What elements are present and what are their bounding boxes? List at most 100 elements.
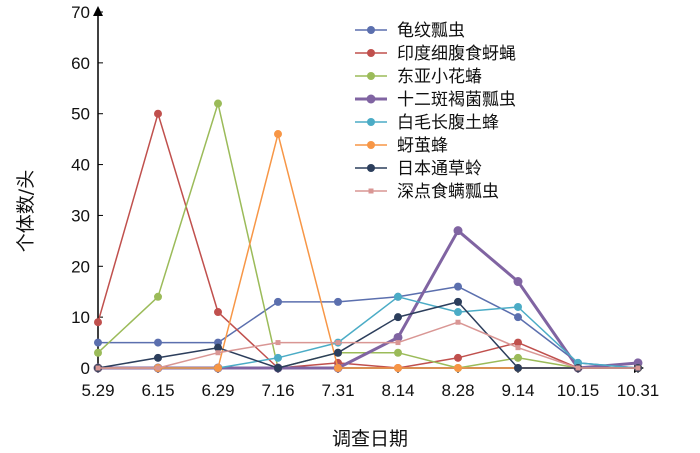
- data-point: [514, 364, 522, 372]
- legend-marker: [367, 72, 375, 80]
- y-axis-title: 个体数/头: [15, 170, 37, 252]
- legend-item: 龟纹瓢虫: [355, 21, 465, 41]
- y-tick-label: 40: [71, 156, 90, 175]
- data-point: [514, 302, 522, 311]
- legend-item: 白毛长腹土蜂: [355, 113, 499, 133]
- legend-label: 蚜茧蜂: [397, 136, 448, 156]
- x-tick-label: 10.31: [617, 381, 660, 400]
- legend-marker: [368, 188, 374, 194]
- data-point: [215, 350, 221, 356]
- data-point: [274, 353, 282, 362]
- legend-label: 龟纹瓢虫: [397, 21, 465, 41]
- x-tick-label: 8.28: [441, 381, 474, 400]
- y-tick-label: 60: [71, 54, 90, 73]
- data-point: [155, 365, 161, 371]
- legend-item: 东亚小花蝽: [355, 67, 482, 87]
- data-point: [635, 365, 641, 371]
- data-point: [454, 353, 462, 362]
- data-point: [394, 348, 402, 357]
- y-axis-arrow-icon: [93, 6, 103, 16]
- data-point: [275, 340, 281, 346]
- data-point: [394, 292, 402, 301]
- series-2: [94, 109, 642, 372]
- data-point: [454, 364, 462, 372]
- y-tick-label: 70: [71, 3, 90, 22]
- axes: 0 10 20 30 40 50 60 70 5.29 6.15 6.29 7.16 7.31 8.14 8…: [71, 3, 659, 400]
- legend-marker: [367, 49, 375, 57]
- data-point: [394, 313, 402, 322]
- x-axis-title: 调查日期: [332, 428, 408, 450]
- data-point: [575, 365, 581, 371]
- legend-label: 深点食螨瓢虫: [397, 182, 499, 202]
- y-tick-label: 0: [81, 359, 90, 378]
- legend-marker: [367, 26, 375, 34]
- y-tick-label: 10: [71, 308, 90, 327]
- legend-item: 深点食螨瓢虫: [355, 182, 499, 202]
- series-line: [98, 321, 638, 369]
- data-point: [214, 308, 222, 317]
- data-point: [154, 109, 162, 118]
- series-line: [97, 301, 638, 369]
- data-point: [274, 130, 282, 139]
- plot-area: [93, 99, 643, 373]
- y-tick-label: 50: [71, 105, 90, 124]
- data-point: [394, 364, 402, 372]
- data-point: [274, 364, 282, 372]
- data-point: [513, 277, 523, 287]
- series-line: [98, 285, 639, 369]
- data-point: [274, 297, 282, 306]
- legend-item: 印度细腹食蚜蝇: [355, 44, 516, 64]
- legend-label: 印度细腹食蚜蝇: [397, 44, 516, 64]
- data-point: [335, 340, 341, 346]
- legend-marker: [366, 94, 376, 104]
- data-point: [94, 318, 102, 327]
- legend-item: 十二斑褐菌瓢虫: [355, 90, 516, 110]
- x-tick-label: 9.14: [501, 381, 534, 400]
- legend-marker: [367, 118, 375, 126]
- data-point: [94, 348, 102, 357]
- y-tick-label: 30: [71, 206, 90, 225]
- data-point: [214, 99, 222, 108]
- x-tick-label: 10.15: [557, 381, 600, 400]
- data-point: [393, 332, 403, 342]
- legend-marker: [367, 141, 375, 149]
- data-point: [515, 345, 521, 351]
- series-7: [94, 297, 642, 372]
- data-point: [154, 338, 162, 347]
- x-tick-label: 6.29: [201, 381, 234, 400]
- data-point: [454, 308, 462, 317]
- x-tick-label: 7.16: [261, 381, 294, 400]
- legend-label: 白毛长腹土蜂: [397, 113, 499, 133]
- data-point: [454, 282, 462, 291]
- legend-marker: [367, 164, 375, 172]
- legend-label: 日本通草蛉: [397, 159, 482, 179]
- data-point: [214, 343, 222, 352]
- legend-label: 十二斑褐菌瓢虫: [397, 90, 516, 110]
- data-point: [395, 340, 401, 346]
- legend-item: 日本通草蛉: [355, 159, 482, 179]
- x-tick-label: 5.29: [81, 381, 114, 400]
- x-tick-label: 7.31: [321, 381, 354, 400]
- data-point: [514, 353, 522, 362]
- data-point: [334, 348, 342, 357]
- data-point: [154, 353, 162, 362]
- series-line: [98, 296, 639, 369]
- data-point: [514, 338, 522, 347]
- series-1: [94, 282, 642, 372]
- legend-label: 东亚小花蝽: [397, 67, 482, 87]
- data-point: [95, 365, 101, 371]
- data-point: [94, 338, 102, 347]
- data-point: [514, 313, 522, 322]
- data-point: [334, 364, 342, 372]
- data-point: [334, 297, 342, 306]
- legend: 龟纹瓢虫印度细腹食蚜蝇东亚小花蝽十二斑褐菌瓢虫白毛长腹土蜂蚜茧蜂日本通草蛉深点食…: [355, 21, 516, 202]
- data-point: [454, 297, 462, 306]
- data-point: [453, 226, 463, 236]
- data-point: [214, 364, 222, 372]
- series-line: [97, 112, 638, 369]
- x-tick-label: 8.14: [381, 381, 414, 400]
- series-3: [94, 99, 642, 372]
- x-tick-label: 6.15: [141, 381, 174, 400]
- legend-item: 蚜茧蜂: [355, 136, 448, 156]
